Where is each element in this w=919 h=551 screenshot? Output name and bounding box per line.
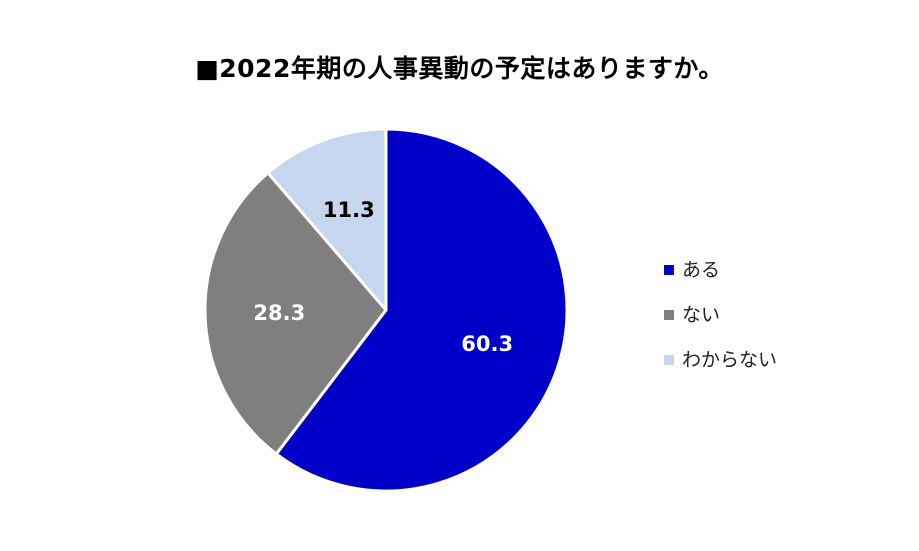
data-label-slice-0: 60.3	[461, 332, 513, 356]
legend-swatch-1	[664, 310, 674, 320]
data-label-slice-2: 11.3	[323, 198, 375, 222]
legend-label-2: わからない	[682, 349, 778, 371]
data-label-slice-1: 28.3	[253, 301, 305, 325]
pie-slice-1	[203, 171, 388, 456]
legend-label-0: ある	[682, 259, 721, 281]
legend-label-1: ない	[682, 304, 721, 326]
chart-legend: ある ない わからない	[664, 258, 777, 393]
legend-item-1: ない	[664, 303, 777, 327]
pie-slice-2	[266, 127, 388, 312]
pie-slice-0	[274, 127, 569, 493]
chart-title: ■2022年期の人事異動の予定はありますか。	[195, 54, 724, 83]
legend-swatch-0	[664, 265, 674, 275]
legend-swatch-2	[664, 355, 674, 365]
legend-item-2: わからない	[664, 348, 777, 372]
legend-item-0: ある	[664, 258, 777, 282]
